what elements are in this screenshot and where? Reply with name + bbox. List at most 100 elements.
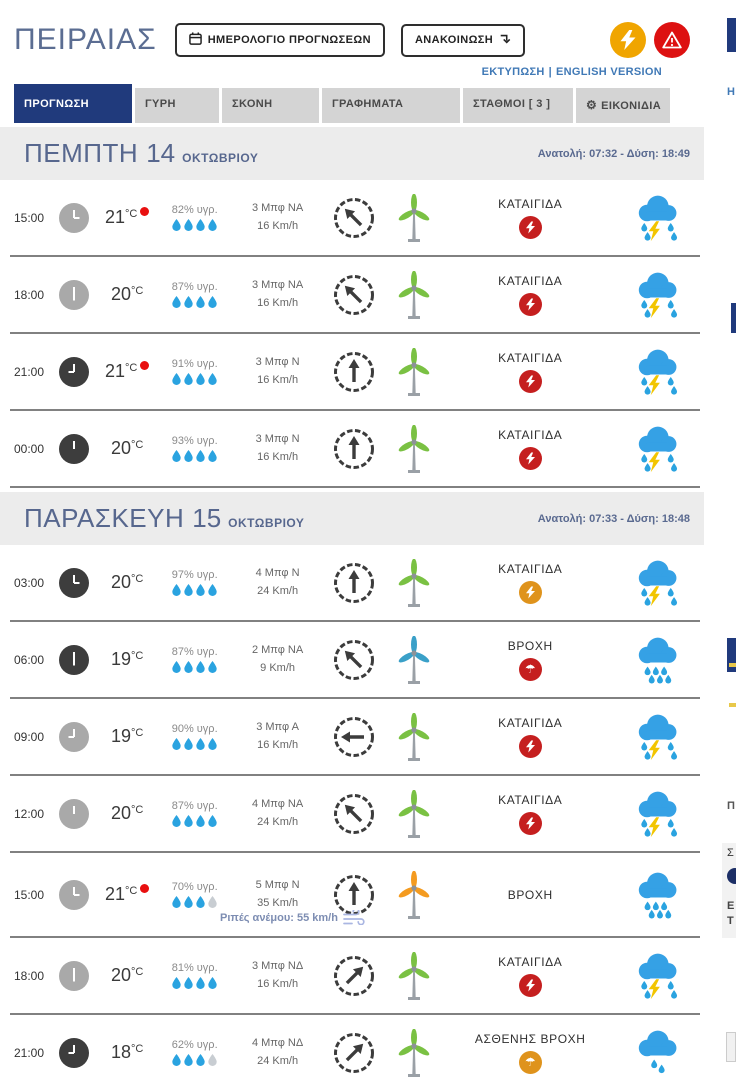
temperature-cell: 20 °C xyxy=(95,803,159,824)
humidity-drops-icon xyxy=(159,815,230,827)
forecast-row: 15:00 21 °C 70% υγρ. 5 Μπφ Ν 35 Km/h ΒΡΟΧΗ Ρι… xyxy=(10,853,700,938)
clock-icon xyxy=(52,960,96,992)
print-link[interactable]: ΕΚΤΥΠΩΣΗ xyxy=(481,66,545,78)
sidebar-fragment-panel: Σ xyxy=(722,843,736,938)
temperature-cell: 21 °C xyxy=(95,884,159,905)
forecast-row: 09:00 19 °C 90% υγρ. 3 Μπφ Α 16 Km/h ΚΑΤΑΙΓΙ… xyxy=(10,699,700,776)
calendar-icon xyxy=(188,32,202,48)
temperature-cell: 20 °C xyxy=(95,965,159,986)
rain-icon xyxy=(615,635,700,685)
lightning-alert-icon[interactable] xyxy=(610,22,646,58)
forecast-row: 18:00 20 °C 87% υγρ. 3 Μπφ ΝΑ 16 Km/h ΚΑΤΑΙΓ… xyxy=(10,257,700,334)
temperature-cell: 18 °C xyxy=(95,1042,159,1063)
sidebar-fragment-button[interactable] xyxy=(727,638,736,672)
wind-speed-label: 3 Μπφ ΝΔ 16 Km/h xyxy=(251,960,304,990)
storm-icon xyxy=(615,789,700,839)
temperature-value: 20 xyxy=(110,965,132,985)
time-label: 03:00 xyxy=(14,575,45,590)
humidity-drops-icon xyxy=(159,584,230,596)
temperature-cell: 20 °C xyxy=(95,284,159,305)
tab-dust[interactable]: ΣΚΟΝΗ xyxy=(222,88,319,123)
temperature-unit: °C xyxy=(125,208,138,220)
condition-cell: ΚΑΤΑΙΓΙΔΑ xyxy=(446,562,615,604)
wind-direction-icon xyxy=(325,274,383,316)
condition-label: ΚΑΤΑΙΓΙΔΑ xyxy=(498,792,563,807)
tab-charts[interactable]: ΓΡΑΦΗΜΑΤΑ xyxy=(322,88,460,123)
temperature-unit: °C xyxy=(131,1043,144,1055)
forecast-row: 21:00 18 °C 62% υγρ. 4 Μπφ ΝΔ 24 Km/h ΑΣΘΕΝΗ… xyxy=(10,1015,700,1080)
temperature-value: 20 xyxy=(110,284,132,304)
wind-turbine-icon xyxy=(382,951,446,1000)
tab-stations[interactable]: ΣΤΑΘΜΟΙ [ 3 ] xyxy=(463,88,573,123)
time-label: 09:00 xyxy=(14,729,45,744)
condition-label: ΚΑΤΑΙΓΙΔΑ xyxy=(498,273,563,288)
temperature-unit: °C xyxy=(131,650,144,662)
page-header: ΠΕΙΡΑΙΑΣ ΗΜΕΡΟΛΟΓΙΟ ΠΡΟΓΝΩΣΕΩΝ ΑΝΑΚΟΙΝΩΣ… xyxy=(0,0,704,58)
temperature-value: 18 xyxy=(110,1042,132,1062)
wind-direction-icon xyxy=(325,428,383,470)
humidity-drops-icon xyxy=(159,296,230,308)
sidebar-fragment-logo xyxy=(727,868,736,884)
forecast-row: 12:00 20 °C 87% υγρ. 4 Μπφ ΝΑ 24 Km/h ΚΑΤΑΙΓ… xyxy=(10,776,700,853)
wind-direction-icon xyxy=(325,562,383,604)
humidity-cell: 90% υγρ. xyxy=(159,723,230,750)
condition-cell: ΚΑΤΑΙΓΙΔΑ xyxy=(446,274,615,316)
record-dot-icon xyxy=(140,207,150,216)
sidebar-fragment-button[interactable] xyxy=(731,303,736,333)
wind-direction-icon xyxy=(325,874,383,916)
humidity-value: 82% υγρ. xyxy=(171,204,218,216)
wind-turbine-icon xyxy=(382,712,446,761)
condition-cell: ΚΑΤΑΙΓΙΔΑ xyxy=(446,428,615,470)
condition-cell: ΑΣΘΕΝΗΣ ΒΡΟΧΗ ☂ xyxy=(446,1032,615,1074)
temperature-unit: °C xyxy=(131,966,144,978)
wind-speed-label: 3 Μπφ Ν 16 Km/h xyxy=(255,433,300,463)
wind-speed-label: 2 Μπφ ΝΑ 9 Km/h xyxy=(251,644,304,674)
humidity-cell: 81% υγρ. xyxy=(159,962,230,989)
time-label: 12:00 xyxy=(14,806,45,821)
sidebar-fragment-decoration xyxy=(729,703,736,707)
time-label: 15:00 xyxy=(14,887,45,902)
time-label: 18:00 xyxy=(14,968,45,983)
clock-icon xyxy=(52,644,96,676)
clock-icon xyxy=(52,721,96,753)
condition-cell: ΚΑΤΑΙΓΙΔΑ xyxy=(446,197,615,239)
wind-speed-label: 5 Μπφ Ν 35 Km/h xyxy=(255,879,300,909)
wind-direction-icon xyxy=(325,1032,383,1074)
day-number: 14 xyxy=(146,138,176,168)
wind-turbine-icon xyxy=(382,789,446,838)
forecast-calendar-button[interactable]: ΗΜΕΡΟΛΟΓΙΟ ΠΡΟΓΝΩΣΕΩΝ xyxy=(174,23,385,57)
storm-badge-icon xyxy=(518,811,542,835)
humidity-value: 70% υγρ. xyxy=(171,881,218,893)
rain-badge-icon: ☂ xyxy=(518,1050,542,1074)
humidity-cell: 91% υγρ. xyxy=(159,358,230,385)
humidity-cell: 87% υγρ. xyxy=(159,800,230,827)
tab-forecast[interactable]: ΠΡΟΓΝΩΣΗ xyxy=(14,84,132,123)
sidebar-fragment-button[interactable] xyxy=(727,18,736,52)
humidity-drops-icon xyxy=(159,977,230,989)
wind-turbine-icon xyxy=(382,424,446,473)
warning-alert-icon[interactable] xyxy=(654,22,690,58)
humidity-cell: 70% υγρ. xyxy=(159,881,230,908)
temperature-unit: °C xyxy=(125,885,138,897)
humidity-drops-icon xyxy=(159,1054,230,1066)
condition-label: ΚΑΤΑΙΓΙΔΑ xyxy=(498,350,563,365)
wind-speed-label: 3 Μπφ ΝΑ 16 Km/h xyxy=(251,279,304,309)
english-version-link[interactable]: ENGLISH VERSION xyxy=(556,66,662,78)
humidity-drops-icon xyxy=(159,219,230,231)
storm-badge-icon xyxy=(518,292,542,316)
tab-icons[interactable]: ⚙ ΕΙΚΟΝΙΔΙΑ xyxy=(576,88,670,123)
wind-speed-label: 4 Μπφ ΝΔ 24 Km/h xyxy=(251,1037,304,1067)
temperature-value: 19 xyxy=(110,649,132,669)
announcement-button[interactable]: ΑΝΑΚΟΙΝΩΣΗ xyxy=(400,23,526,57)
humidity-drops-icon xyxy=(159,450,230,462)
storm-icon xyxy=(615,347,700,397)
temperature-value: 21 xyxy=(104,361,126,381)
day-name: ΠΕΜΠΤΗ xyxy=(24,138,139,168)
tab-pollen[interactable]: ΓΥΡΗ xyxy=(135,88,219,123)
storm-icon xyxy=(615,193,700,243)
condition-cell: ΚΑΤΑΙΓΙΔΑ xyxy=(446,351,615,393)
wind-turbine-icon xyxy=(382,270,446,319)
forecast-row: 03:00 20 °C 97% υγρ. 4 Μπφ Ν 24 Km/h ΚΑΤΑΙΓΙ… xyxy=(10,545,700,622)
rain-icon xyxy=(615,870,700,920)
forecast-row: 00:00 20 °C 93% υγρ. 3 Μπφ Ν 16 Km/h ΚΑΤΑΙΓΙ… xyxy=(10,411,700,488)
